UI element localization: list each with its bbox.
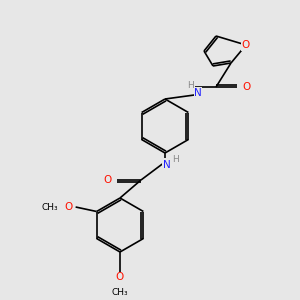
- Text: O: O: [64, 202, 72, 212]
- Text: N: N: [163, 160, 170, 170]
- Text: O: O: [242, 40, 250, 50]
- Text: O: O: [104, 175, 112, 185]
- Text: O: O: [116, 272, 124, 283]
- Text: H: H: [172, 154, 179, 164]
- Text: N: N: [194, 88, 202, 98]
- Text: H: H: [187, 81, 194, 90]
- Text: O: O: [242, 82, 250, 92]
- Text: CH₃: CH₃: [112, 288, 128, 297]
- Text: CH₃: CH₃: [42, 202, 58, 211]
